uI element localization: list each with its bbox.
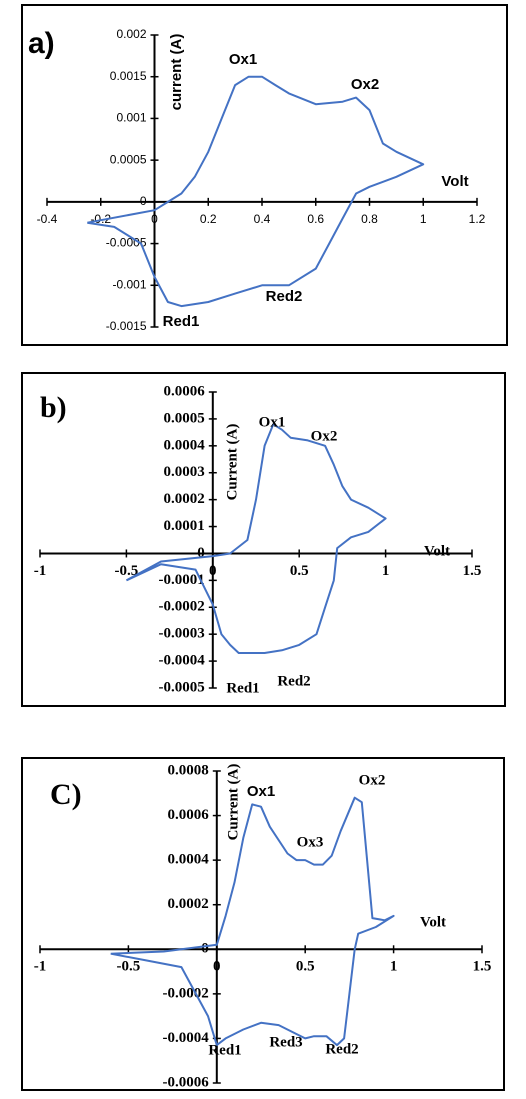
y-tick-label: 0.0004 (168, 852, 210, 868)
cv-curve (87, 75, 425, 308)
y-tick-label: 0.002 (116, 27, 146, 41)
peak-label: Ox2 (359, 772, 386, 788)
chart-frame (21, 4, 508, 346)
y-tick-label: 0 (201, 941, 209, 957)
y-tick-label: -0.0004 (159, 653, 206, 669)
y-tick-label: 0.0001 (164, 518, 205, 534)
peak-label: Ox2 (351, 76, 379, 93)
y-tick-label: -0.0002 (163, 985, 209, 1001)
y-tick-label: -0.001 (112, 277, 146, 291)
y-tick-label: 0 (197, 545, 205, 561)
y-tick-label: 0.0004 (164, 437, 206, 453)
y-tick-label: -0.0015 (106, 319, 147, 333)
x-tick-label: 0.5 (296, 959, 315, 975)
y-tick-label: -0.0002 (159, 599, 205, 615)
peak-label: Red2 (277, 673, 310, 689)
chart: -1 -0.5 0 0.5 1 1.5 -0.0005 -0.0004 -0.0003 -0.00… (21, 372, 506, 707)
peak-label: Red2 (325, 1041, 358, 1057)
x-tick-label: 1 (382, 563, 390, 579)
x-tick-label: 0.6 (307, 212, 324, 226)
peak-label: Ox1 (229, 51, 257, 68)
peak-label: Ox1 (247, 783, 275, 800)
y-tick-label: 0.0006 (164, 383, 206, 399)
y-tick-label: -0.0001 (159, 572, 205, 588)
panel-label: b) (40, 391, 67, 424)
x-axis-label: Volt (424, 543, 450, 559)
peak-label: Red2 (266, 288, 303, 305)
y-tick-label: 0.0008 (168, 762, 209, 778)
x-tick-label: 1.5 (463, 563, 482, 579)
x-tick-label: 0.8 (361, 212, 378, 226)
panel-label: a) (28, 27, 55, 60)
y-axis-label: Current (A) (224, 424, 240, 501)
y-tick-label: 0.0015 (110, 69, 147, 83)
peak-label: Red3 (269, 1034, 302, 1050)
x-tick-label: 0 (151, 212, 158, 226)
y-tick-label: 0.0006 (168, 807, 210, 823)
chart-frame (21, 757, 505, 1091)
x-tick-label: 1.2 (469, 212, 486, 226)
y-tick-label: -0.0006 (163, 1074, 210, 1090)
x-tick-label: 0.4 (254, 212, 271, 226)
x-tick-label: -1 (34, 563, 47, 579)
chart-frame (21, 372, 506, 707)
x-tick-label: 0.2 (200, 212, 217, 226)
peak-label: Red1 (226, 680, 259, 696)
y-tick-label: -0.0003 (159, 626, 205, 642)
peak-label: Ox2 (311, 428, 338, 444)
x-axis-label: Volt (420, 914, 446, 930)
x-tick-label: 1 (420, 212, 427, 226)
y-tick-label: 0.001 (116, 111, 146, 125)
y-tick-label: -0.0005 (106, 236, 147, 250)
y-tick-label: 0.0003 (164, 464, 205, 480)
y-tick-label: 0 (140, 194, 147, 208)
y-tick-label: 0.0005 (110, 152, 147, 166)
y-tick-label: 0.0005 (164, 410, 205, 426)
panel-label: C) (50, 778, 82, 811)
peak-label: Red1 (208, 1042, 241, 1058)
cv-curve (110, 796, 395, 1047)
x-tick-label: 0 (209, 563, 217, 579)
x-tick-label: 1 (390, 959, 398, 975)
y-tick-label: -0.0005 (159, 679, 205, 695)
x-tick-label: 1.5 (473, 959, 492, 975)
x-tick-label: -0.5 (115, 563, 139, 579)
y-axis-label: Current (A) (225, 764, 241, 841)
peak-label: Ox1 (259, 414, 286, 430)
chart: -0.4 -0.2 0 0.2 0.4 0.6 0.8 1 1.2 -0.0015 -0.001 -0… (21, 4, 508, 346)
x-tick-label: -0.2 (90, 212, 111, 226)
chart: -1 -0.5 0 0.5 1 1.5-0.0006-0.0004-0.000200.00… (21, 757, 505, 1091)
cv-curve (125, 423, 387, 654)
x-axis-label: Volt (441, 173, 468, 190)
y-tick-label: -0.0004 (163, 1030, 210, 1046)
peak-label: Ox3 (297, 834, 324, 850)
y-axis-label: current (A) (168, 34, 185, 111)
x-tick-label: -1 (34, 959, 47, 975)
y-tick-label: 0.0002 (168, 896, 209, 912)
peak-label: Red1 (163, 313, 200, 330)
x-tick-label: -0.4 (37, 212, 58, 226)
x-tick-label: 0.5 (290, 563, 309, 579)
y-tick-label: 0.0002 (164, 491, 205, 507)
x-tick-label: -0.5 (117, 959, 141, 975)
x-tick-label: 0 (213, 959, 221, 975)
